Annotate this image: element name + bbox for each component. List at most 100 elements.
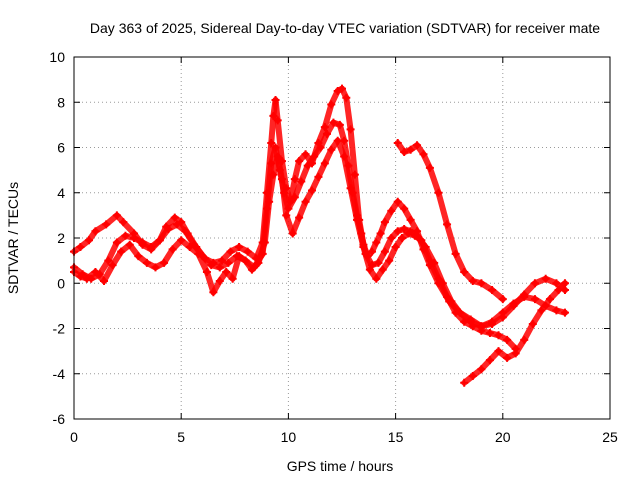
data-point-marker — [468, 322, 477, 331]
data-point-marker — [460, 317, 469, 326]
data-point-marker — [82, 274, 91, 283]
data-point-marker — [142, 258, 151, 267]
data-point-marker — [301, 197, 310, 206]
data-point-marker — [425, 163, 434, 172]
data-point-marker — [541, 274, 550, 283]
data-point-marker — [393, 197, 402, 206]
data-point-marker — [554, 286, 563, 295]
data-point-marker — [121, 231, 130, 240]
data-point-marker — [378, 265, 387, 274]
data-point-marker — [560, 308, 569, 317]
data-point-marker — [168, 245, 177, 254]
data-point-marker — [376, 229, 385, 238]
data-point-marker — [338, 84, 346, 93]
x-axis-label: GPS time / hours — [287, 458, 394, 474]
y-tick-label: 0 — [57, 275, 65, 291]
x-tick-label: 15 — [388, 429, 404, 445]
data-point-marker — [172, 220, 181, 229]
data-point-marker — [273, 152, 282, 161]
data-point-marker — [222, 267, 231, 276]
series-band — [343, 94, 354, 133]
data-point-marker — [290, 175, 299, 184]
data-point-marker — [468, 372, 477, 381]
data-point-marker — [303, 161, 312, 170]
series-band — [278, 176, 290, 219]
data-point-marker — [404, 229, 413, 238]
series-band — [105, 239, 120, 264]
series-band — [521, 320, 536, 343]
data-point-marker — [494, 331, 503, 340]
series-track-d — [393, 138, 507, 304]
data-point-marker — [282, 211, 291, 220]
series-band — [195, 250, 210, 275]
data-point-marker — [380, 247, 389, 256]
data-point-marker — [267, 138, 276, 147]
series-band — [435, 275, 451, 300]
x-tick-label: 10 — [281, 429, 297, 445]
series-band — [354, 216, 367, 251]
data-point-marker — [102, 220, 111, 229]
series-band — [101, 262, 116, 284]
data-point-marker — [235, 243, 244, 252]
data-point-marker — [181, 227, 190, 236]
data-point-marker — [530, 279, 539, 288]
series-band — [261, 198, 273, 246]
data-point-marker — [254, 258, 263, 267]
data-point-marker — [485, 356, 494, 365]
data-point-marker — [91, 227, 100, 236]
data-point-marker — [112, 211, 121, 220]
data-point-marker — [372, 238, 381, 247]
data-point-marker — [125, 240, 134, 249]
data-point-marker — [138, 238, 147, 247]
data-point-marker — [417, 236, 426, 245]
data-point-marker — [509, 299, 518, 308]
data-point-marker — [329, 118, 338, 127]
data-point-marker — [406, 215, 415, 224]
data-point-marker — [560, 279, 569, 288]
data-point-marker — [400, 204, 409, 213]
data-point-marker — [419, 150, 428, 159]
data-point-marker — [365, 265, 374, 274]
y-tick-label: -2 — [53, 321, 66, 337]
data-point-marker — [76, 243, 85, 252]
data-point-marker — [112, 238, 121, 247]
data-point-marker — [488, 317, 497, 326]
data-point-marker — [327, 145, 336, 154]
data-point-marker — [271, 95, 280, 104]
data-point-marker — [207, 261, 216, 270]
data-point-marker — [443, 220, 452, 229]
data-point-marker — [353, 215, 362, 224]
data-point-marker — [301, 150, 310, 159]
data-point-marker — [243, 247, 252, 256]
data-point-marker — [209, 288, 218, 297]
data-point-marker — [295, 213, 304, 222]
data-point-marker — [215, 263, 224, 272]
y-tick-label: -4 — [53, 366, 66, 382]
data-point-marker — [413, 141, 422, 150]
data-point-marker — [374, 258, 383, 267]
data-point-marker — [434, 188, 443, 197]
data-point-marker — [260, 238, 269, 247]
series-band — [255, 239, 268, 266]
series-track-b — [70, 118, 569, 331]
data-point-marker — [391, 243, 400, 252]
y-tick-label: 10 — [49, 49, 65, 65]
data-point-marker — [241, 256, 250, 265]
x-tick-label: 0 — [70, 429, 78, 445]
data-point-marker — [269, 111, 278, 120]
data-point-marker — [228, 274, 237, 283]
series-band — [444, 293, 459, 316]
data-point-marker — [310, 152, 319, 161]
data-point-marker — [528, 319, 537, 328]
series-track-e — [460, 279, 569, 387]
data-point-marker — [511, 349, 520, 358]
data-point-marker — [406, 145, 415, 154]
data-point-marker — [100, 276, 109, 285]
data-point-marker — [194, 249, 203, 258]
data-point-marker — [224, 258, 233, 267]
data-point-marker — [400, 224, 409, 233]
data-point-marker — [340, 152, 349, 161]
data-point-marker — [104, 256, 113, 265]
data-point-marker — [226, 247, 235, 256]
data-point-marker — [520, 335, 529, 344]
